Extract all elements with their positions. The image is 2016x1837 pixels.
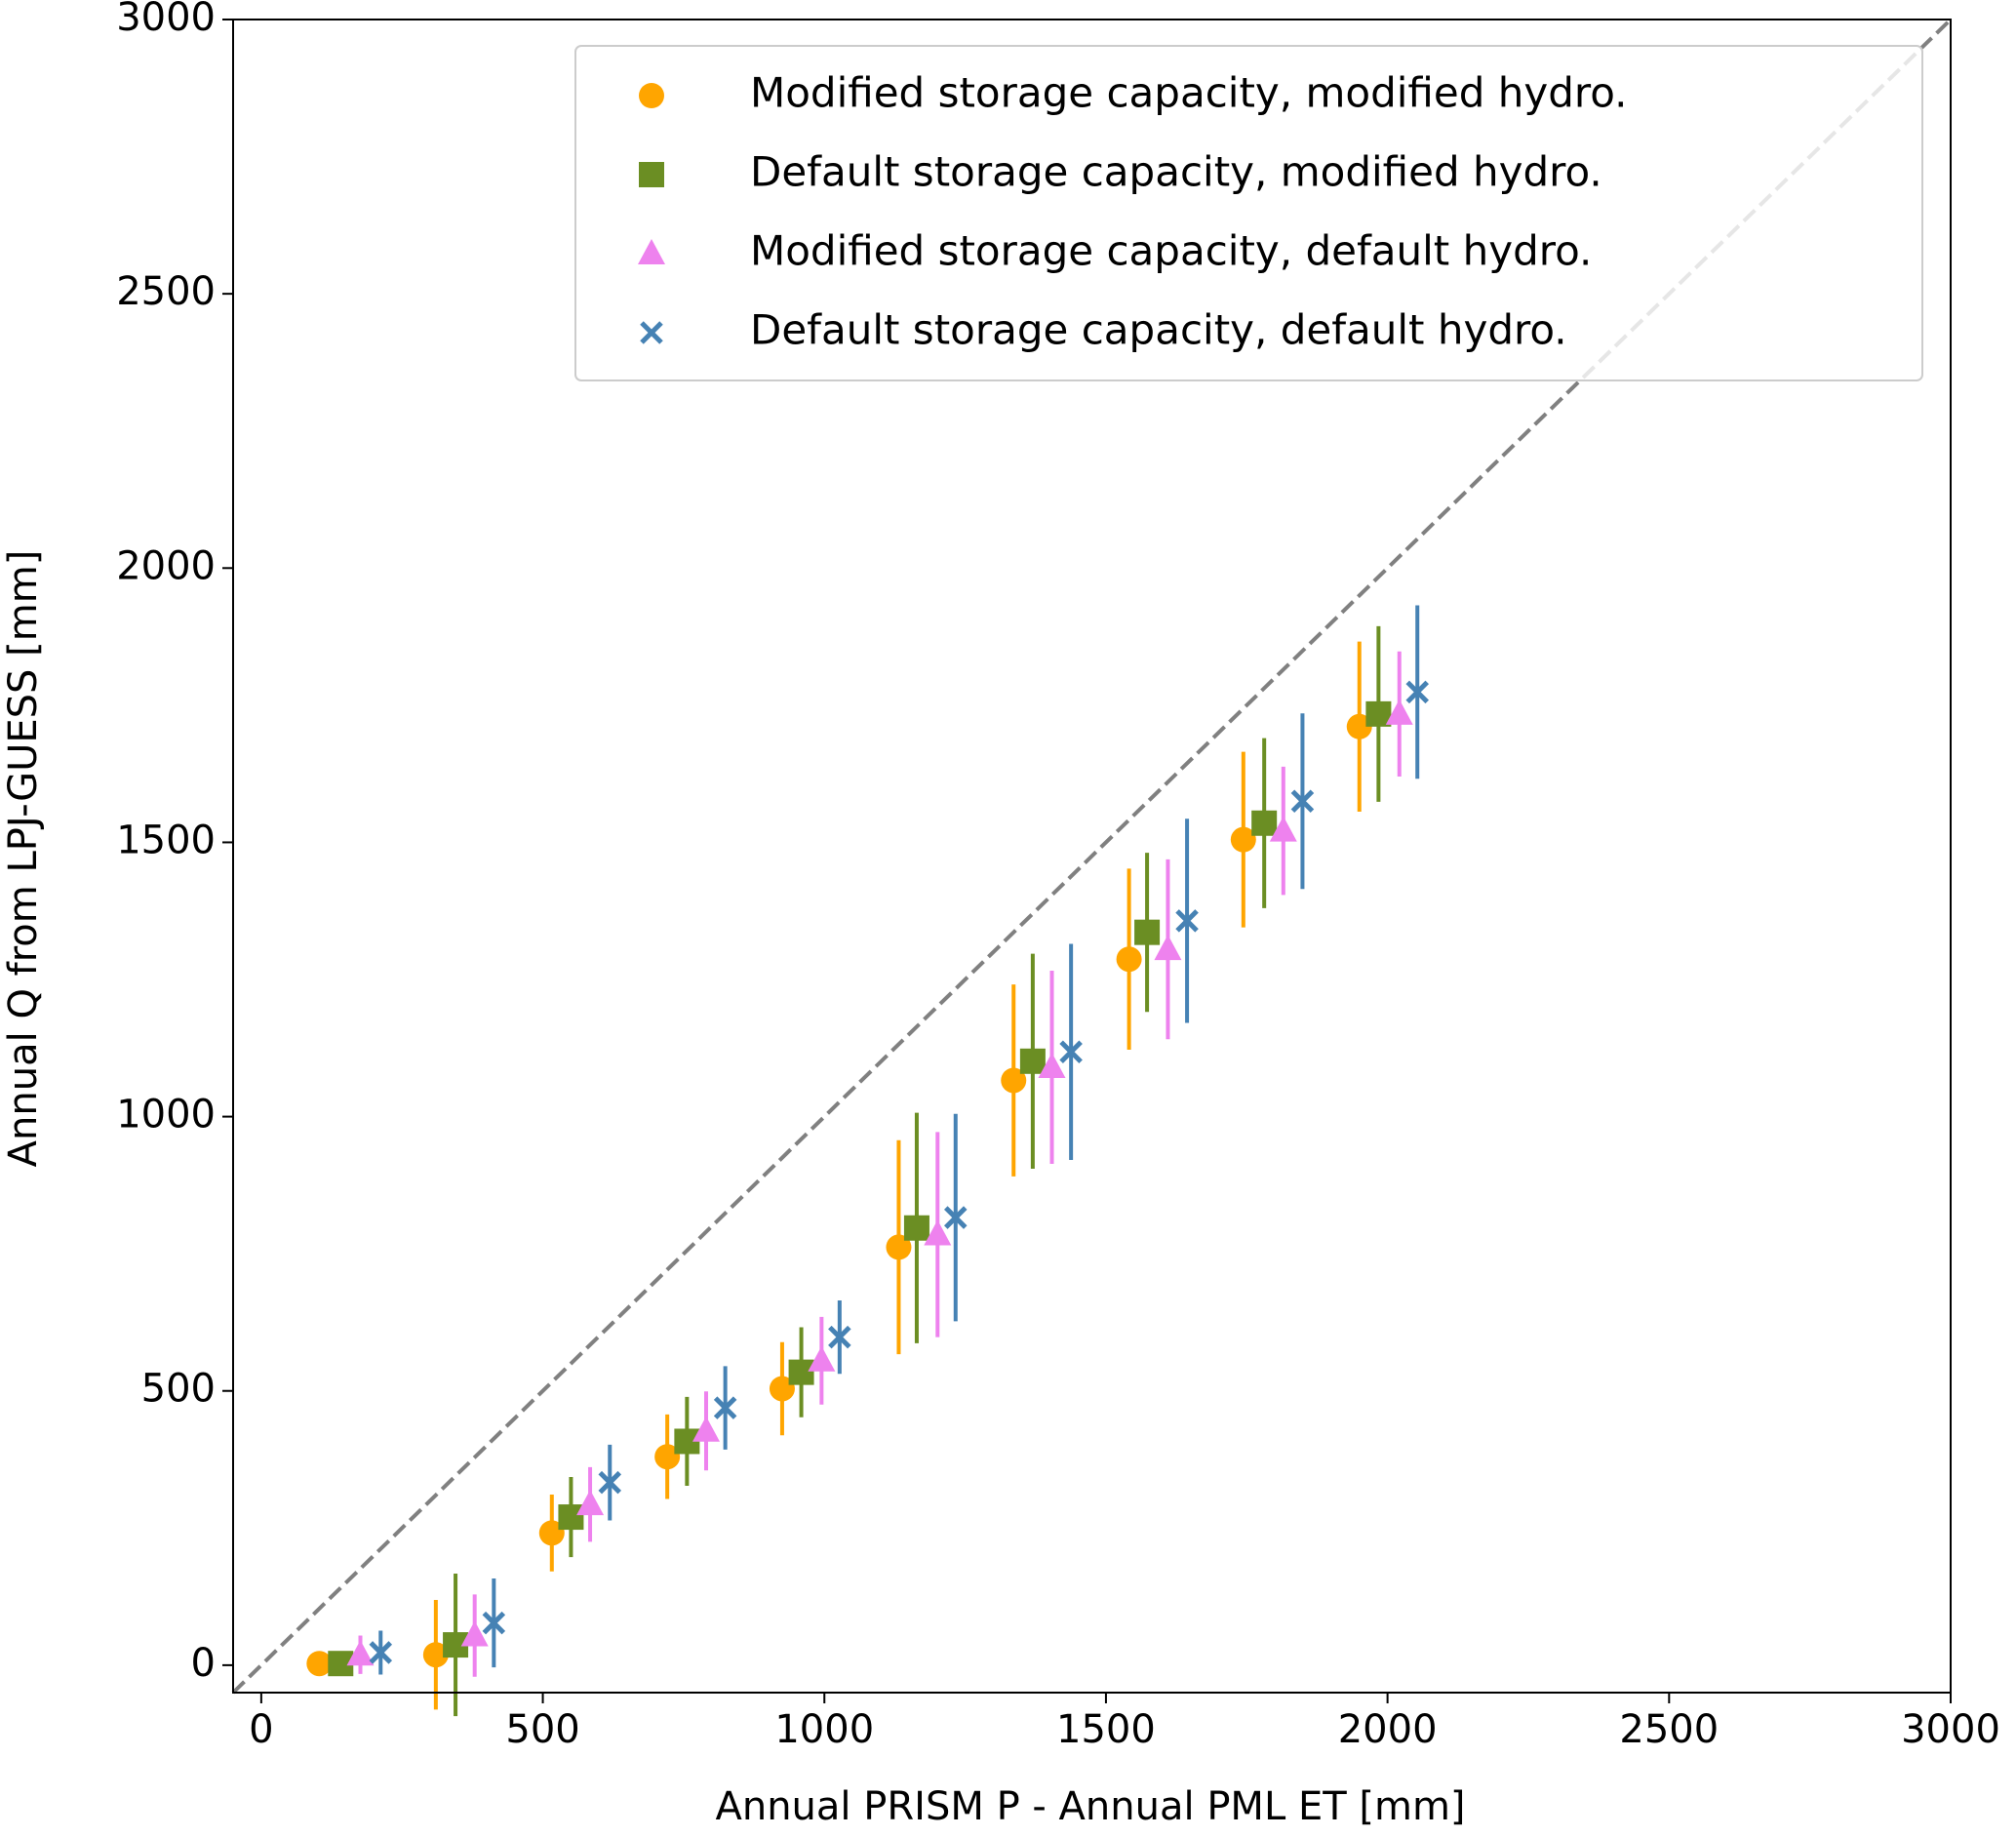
marker: [369, 1641, 393, 1664]
marker: [828, 1325, 851, 1349]
y-tick-label: 3000: [116, 0, 216, 40]
marker: [713, 1396, 737, 1419]
legend-label: Default storage capacity, default hydro.: [750, 306, 1567, 354]
y-tick-label: 2500: [116, 269, 216, 314]
marker: [639, 162, 664, 187]
marker: [1001, 1067, 1027, 1094]
marker: [769, 1376, 795, 1402]
legend-label: Default storage capacity, modified hydro…: [750, 148, 1602, 196]
marker: [1059, 1040, 1083, 1064]
marker: [422, 1642, 449, 1668]
legend-label: Modified storage capacity, default hydro…: [750, 227, 1592, 275]
marker: [346, 1640, 375, 1666]
marker: [788, 1359, 814, 1385]
marker: [558, 1504, 584, 1531]
x-tick-label: 2000: [1338, 1707, 1438, 1752]
y-axis-label: Annual Q from LPJ-GUESS [mm]: [1, 550, 46, 1168]
y-tick-label: 2000: [116, 543, 216, 588]
marker: [1346, 713, 1372, 739]
marker: [924, 1219, 952, 1246]
marker: [1290, 789, 1315, 814]
marker: [654, 1444, 681, 1470]
marker: [1269, 816, 1297, 842]
marker: [1385, 699, 1413, 725]
marker: [1175, 909, 1199, 933]
marker: [1251, 810, 1278, 836]
marker: [538, 1520, 565, 1546]
marker: [1116, 946, 1142, 973]
marker: [903, 1215, 929, 1241]
x-tick-label: 2500: [1619, 1707, 1719, 1752]
marker: [1230, 826, 1256, 853]
legend: Modified storage capacity, modified hydr…: [574, 45, 1923, 381]
marker: [1019, 1048, 1046, 1074]
marker: [640, 321, 663, 344]
marker: [692, 1416, 720, 1442]
marker: [1134, 919, 1161, 945]
marker: [460, 1620, 489, 1647]
marker: [1154, 935, 1182, 961]
marker: [886, 1234, 912, 1260]
x-tick-label: 500: [505, 1707, 579, 1752]
y-tick-label: 500: [141, 1367, 216, 1412]
marker: [1038, 1052, 1066, 1078]
marker: [808, 1345, 836, 1372]
marker: [576, 1490, 605, 1516]
x-tick-label: 3000: [1901, 1707, 2000, 1752]
marker: [598, 1470, 622, 1495]
x-tick-label: 1500: [1056, 1707, 1156, 1752]
x-tick-label: 0: [249, 1707, 273, 1752]
marker: [1405, 680, 1429, 704]
y-tick-label: 0: [191, 1641, 216, 1686]
y-tick-label: 1000: [116, 1093, 216, 1138]
legend-box: [574, 45, 1923, 381]
marker: [944, 1206, 968, 1229]
marker: [638, 239, 665, 264]
marker: [482, 1611, 506, 1635]
marker: [639, 83, 664, 108]
y-tick-label: 1500: [116, 818, 216, 862]
x-tick-label: 1000: [774, 1707, 874, 1752]
marker: [306, 1651, 333, 1677]
legend-label: Modified storage capacity, modified hydr…: [750, 69, 1628, 117]
x-axis-label: Annual PRISM P - Annual PML ET [mm]: [715, 1784, 1465, 1829]
plot-frame: [232, 19, 1952, 1694]
